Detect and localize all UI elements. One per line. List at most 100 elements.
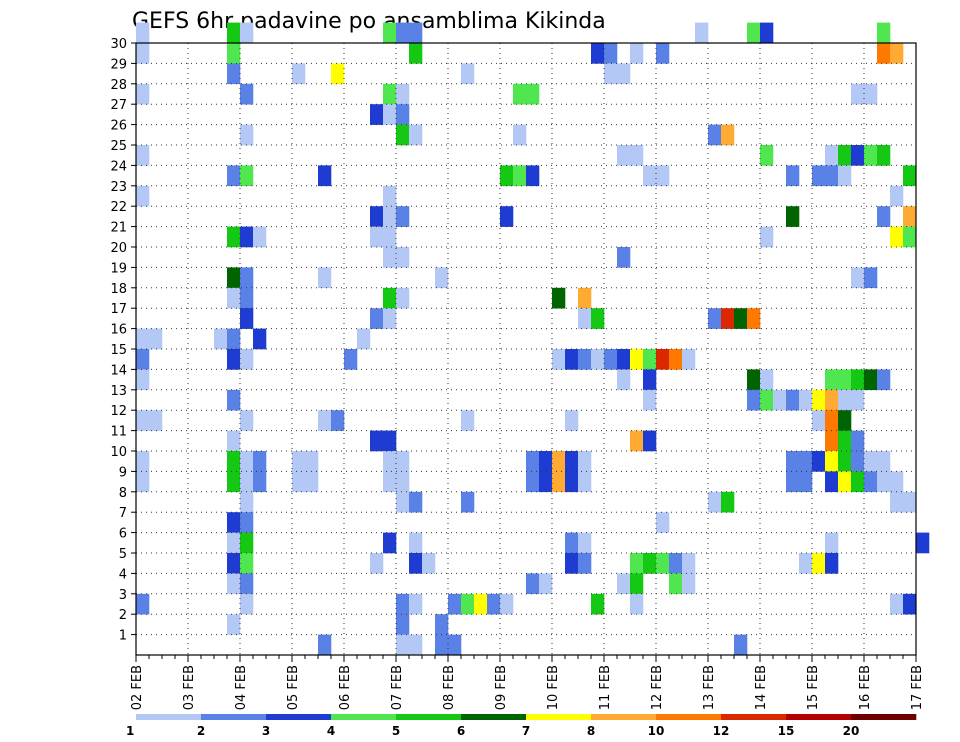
heatmap-cell (383, 430, 397, 452)
heatmap-cell (747, 308, 761, 329)
heatmap-cell (240, 512, 254, 533)
heatmap-cell (227, 287, 241, 309)
heatmap-cell (565, 349, 579, 370)
heatmap-cell (669, 553, 683, 574)
heatmap-cell (799, 451, 813, 472)
heatmap-cell (812, 451, 826, 472)
heatmap-cell (396, 614, 410, 635)
heatmap-cell (396, 471, 410, 493)
heatmap-cell (682, 573, 696, 595)
heatmap-cell (617, 145, 631, 166)
heatmap-cell (149, 328, 163, 350)
heatmap-cell (396, 83, 410, 105)
heatmap-cell (136, 410, 150, 431)
heatmap-cell (383, 451, 397, 472)
grid-lines (136, 43, 916, 655)
x-tick-label: 06 FEB (338, 665, 353, 710)
heatmap-cell (734, 308, 748, 329)
heatmap-cell (396, 206, 410, 227)
heatmap-cell (643, 349, 657, 370)
heatmap-cell (240, 491, 254, 513)
y-axis: 1234567891011121314151617181920212223242… (110, 37, 136, 644)
heatmap-cell (331, 63, 345, 85)
heatmap-cell (383, 287, 397, 309)
heatmap-cell (240, 349, 254, 370)
heatmap-cell (383, 471, 397, 493)
heatmap-cell (240, 308, 254, 329)
heatmap-cell (617, 349, 631, 370)
heatmap-cell (890, 491, 904, 513)
heatmap-cell (253, 451, 267, 472)
heatmap-cell (370, 206, 384, 227)
heatmap-cell (409, 532, 423, 554)
heatmap-cell (786, 451, 800, 472)
heatmap-cell (292, 63, 306, 85)
legend-swatch (331, 714, 397, 720)
heatmap-cell (890, 185, 904, 207)
y-tick-label: 28 (110, 78, 127, 93)
heatmap-cell (617, 247, 631, 268)
y-tick-label: 20 (110, 241, 127, 256)
heatmap-cell (877, 451, 891, 472)
heatmap-cell (695, 22, 709, 44)
heatmap-cell (552, 349, 566, 370)
heatmap-cell (539, 471, 553, 493)
heatmap-cell (877, 369, 891, 391)
heatmap-cell (838, 471, 852, 493)
heatmap-cell (630, 43, 644, 64)
heatmap-cell (461, 410, 475, 431)
heatmap-cell (292, 471, 306, 493)
legend-label: 12 (713, 724, 730, 738)
heatmap-cell (240, 124, 254, 146)
heatmap-cell (877, 471, 891, 493)
legend-swatch (851, 714, 917, 720)
heatmap-cell (552, 471, 566, 493)
heatmap-cell (721, 124, 735, 146)
legend-label: 1 (126, 724, 134, 738)
x-tick-label: 15 FEB (806, 665, 821, 710)
heatmap-cell (903, 206, 917, 227)
legend-swatch (136, 714, 202, 720)
legend-label: 20 (843, 724, 860, 738)
heatmap-cell (838, 389, 852, 411)
legend-swatch (266, 714, 332, 720)
y-tick-label: 17 (110, 302, 127, 317)
heatmap-cell (799, 471, 813, 493)
heatmap-cell (890, 43, 904, 64)
heatmap-cell (552, 287, 566, 309)
heatmap-cell (903, 491, 917, 513)
heatmap-cell (227, 267, 241, 289)
heatmap-cell (604, 43, 618, 64)
y-tick-label: 29 (110, 57, 127, 72)
heatmap-cell (383, 185, 397, 207)
heatmap-cell (617, 63, 631, 85)
heatmap-cell (630, 349, 644, 370)
heatmap-cell (890, 471, 904, 493)
chart-title: GEFS 6hr padavine po ansamblima Kikinda (132, 9, 606, 34)
heatmap-cell (591, 593, 605, 615)
heatmap-cell (682, 349, 696, 370)
heatmap-cell (227, 22, 241, 44)
legend-label: 5 (392, 724, 400, 738)
heatmap-cell (227, 614, 241, 635)
heatmap-cell (656, 43, 670, 64)
heatmap-cell (838, 145, 852, 166)
x-tick-label: 07 FEB (390, 665, 405, 710)
heatmap-cell (851, 471, 865, 493)
heatmap-cell (578, 349, 592, 370)
heatmap-cell (396, 491, 410, 513)
heatmap-cell (318, 410, 332, 431)
heatmap-cell (643, 430, 657, 452)
heatmap-cell (292, 451, 306, 472)
heatmap-cell (838, 165, 852, 187)
heatmap-cell (214, 328, 228, 350)
heatmap-cell (656, 553, 670, 574)
heatmap-cell (760, 389, 774, 411)
heatmap-cell (630, 145, 644, 166)
x-tick-label: 13 FEB (702, 665, 717, 710)
heatmap-cell (136, 22, 150, 44)
legend-swatch (526, 714, 592, 720)
heatmap-cell (136, 451, 150, 472)
heatmap-cell (812, 165, 826, 187)
